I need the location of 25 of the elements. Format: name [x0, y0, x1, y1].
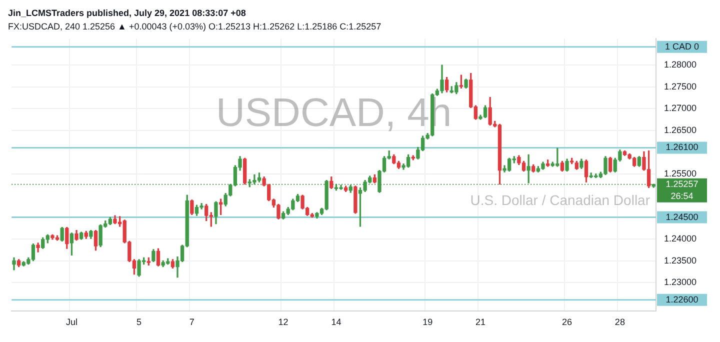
x-tick-label: 28	[614, 317, 625, 328]
ref-line-label: 1.22600	[666, 294, 698, 304]
chart-subtitle: FX:USDCAD, 240 1.25256 ▲ +0.00043 (+0.03%) O:1.25213 H:1.25262 L:1.25186 C:1.25257	[8, 22, 382, 32]
y-tick-label: 1.28000	[664, 60, 697, 70]
annotation: U.S. Dollar / Canadian Dollar	[470, 192, 650, 208]
ref-line-label: 1.24500	[666, 212, 698, 222]
y-tick-label: 1.23500	[664, 255, 697, 266]
x-tick-label: 14	[331, 317, 342, 328]
x-tick-label: 7	[189, 317, 194, 328]
ref-line-label: 1 CAD 0	[664, 41, 700, 52]
ref-line-label: 1.26100	[666, 142, 698, 152]
x-tick-label: 12	[278, 317, 288, 328]
y-tick-label: 1.27500	[664, 81, 697, 92]
y-tick-label: 1.23000	[664, 276, 697, 287]
x-tick-label: 26	[562, 317, 572, 328]
y-tick-label: 1.25500	[664, 168, 697, 178]
x-tick-label: 21	[475, 317, 486, 328]
ref-line-label: 1.25257 26:54	[666, 178, 698, 201]
x-tick-label: Jul	[66, 317, 78, 328]
y-tick-label: 1.27000	[664, 103, 697, 114]
chart-title: Jin_LCMSTraders published, July 29, 2021 08:33:07 +08	[8, 8, 246, 18]
x-tick-label: 19	[422, 317, 433, 328]
y-tick-label: 1.26500	[664, 124, 697, 135]
x-tick-label: 5	[136, 317, 142, 328]
y-tick-label: 1.24000	[664, 234, 697, 244]
